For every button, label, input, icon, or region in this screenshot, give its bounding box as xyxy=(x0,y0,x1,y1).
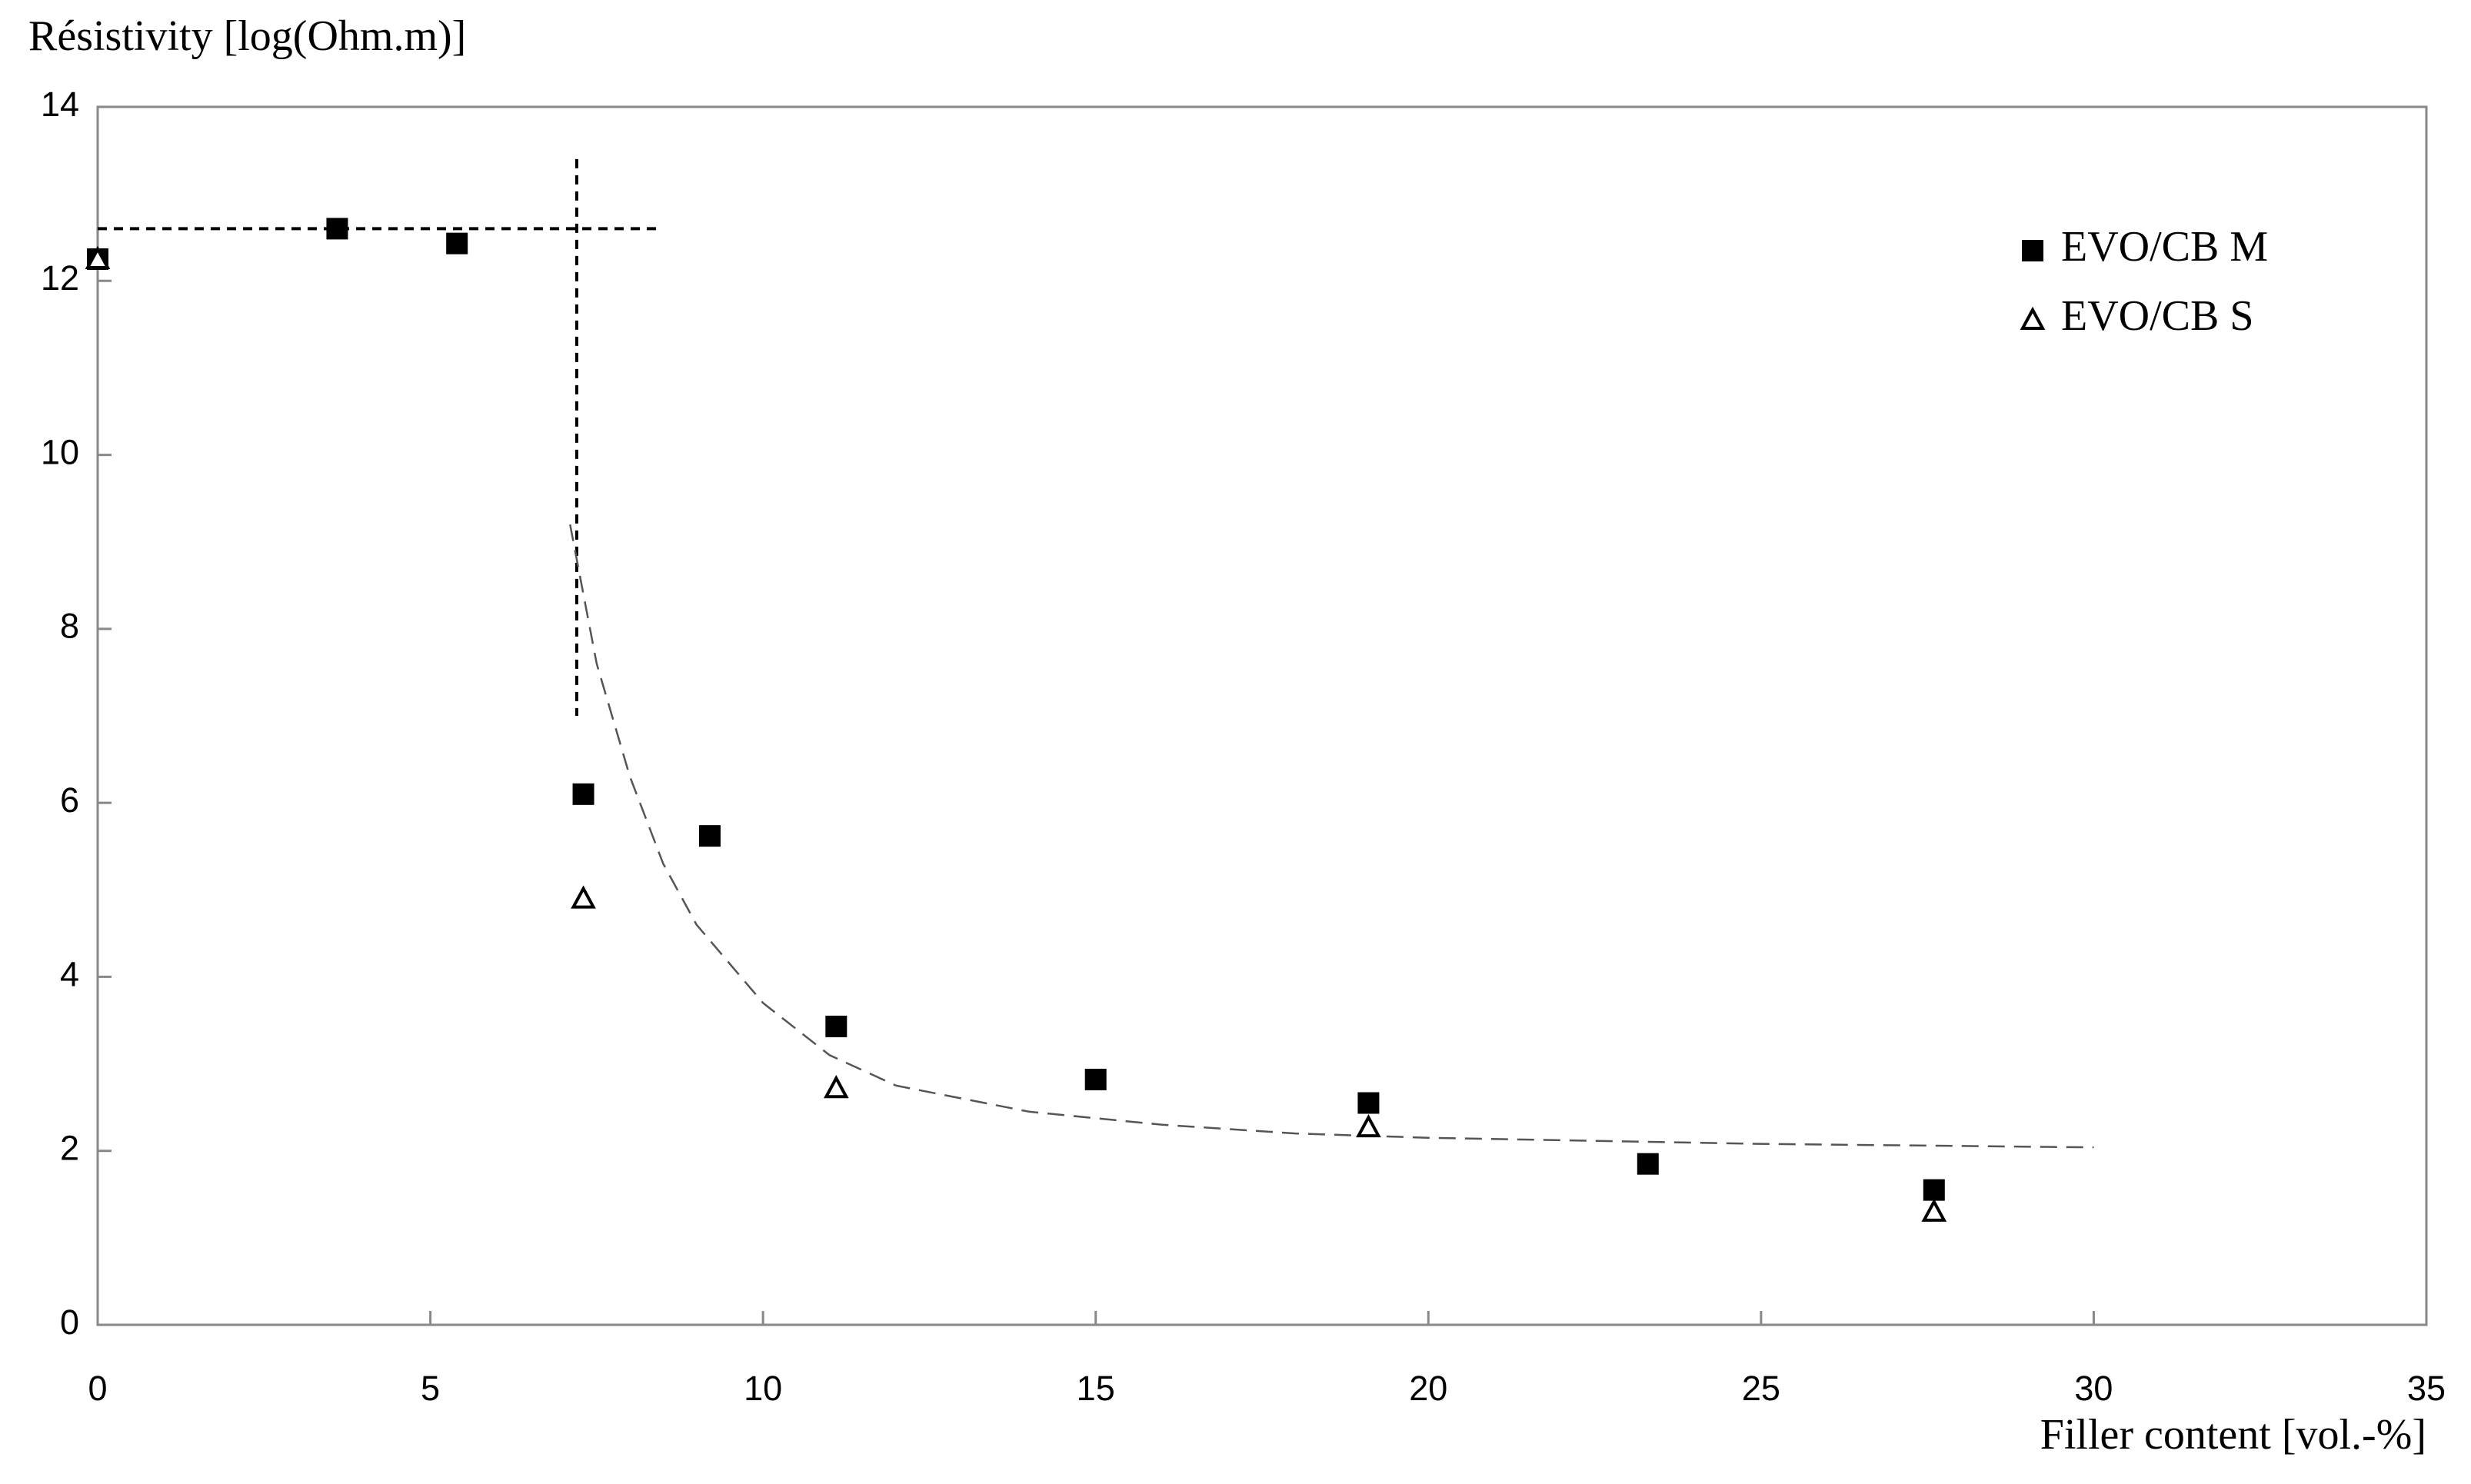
x-tick-label: 10 xyxy=(744,1369,782,1408)
legend-label: EVO/CB M xyxy=(2061,223,2268,271)
y-tick-label: 0 xyxy=(60,1303,79,1342)
y-axis-title: Résistivity [log(Ohm.m)] xyxy=(28,12,466,60)
y-tick-label: 14 xyxy=(41,85,79,124)
marker-square xyxy=(572,783,594,805)
y-tick-label: 12 xyxy=(41,258,79,298)
marker-triangle xyxy=(1921,1198,1947,1222)
marker-square xyxy=(326,218,348,240)
x-axis-title: Filler content [vol.-%] xyxy=(2040,1411,2426,1459)
fit-curve xyxy=(569,524,2094,1149)
y-tick-label: 6 xyxy=(60,780,79,820)
x-tick-label: 15 xyxy=(1077,1369,1115,1408)
marker-triangle xyxy=(571,885,596,909)
y-tick-label: 2 xyxy=(60,1129,79,1168)
marker-square xyxy=(2022,240,2043,261)
marker-square xyxy=(1637,1153,1659,1175)
marker-square xyxy=(698,825,721,847)
x-tick-label: 25 xyxy=(1742,1369,1780,1408)
y-tick-label: 4 xyxy=(60,954,79,993)
x-tick-label: 0 xyxy=(88,1369,107,1408)
x-tick-label: 5 xyxy=(421,1369,440,1408)
x-tick-label: 20 xyxy=(1409,1369,1447,1408)
marker-triangle xyxy=(85,245,111,269)
marker-square xyxy=(446,232,468,255)
legend-label: EVO/CB S xyxy=(2061,292,2254,340)
marker-triangle xyxy=(1356,1113,1381,1138)
marker-triangle xyxy=(823,1075,849,1099)
marker-square xyxy=(1923,1179,1945,1201)
marker-triangle xyxy=(2020,306,2046,330)
marker-square xyxy=(825,1015,848,1037)
x-tick-label: 30 xyxy=(2074,1369,2113,1408)
y-tick-label: 10 xyxy=(41,432,79,471)
y-tick-label: 8 xyxy=(60,607,79,646)
plot-frame xyxy=(96,105,2428,1326)
marker-square xyxy=(1357,1092,1380,1114)
x-tick-label: 35 xyxy=(2407,1369,2446,1408)
marker-square xyxy=(1084,1068,1107,1090)
